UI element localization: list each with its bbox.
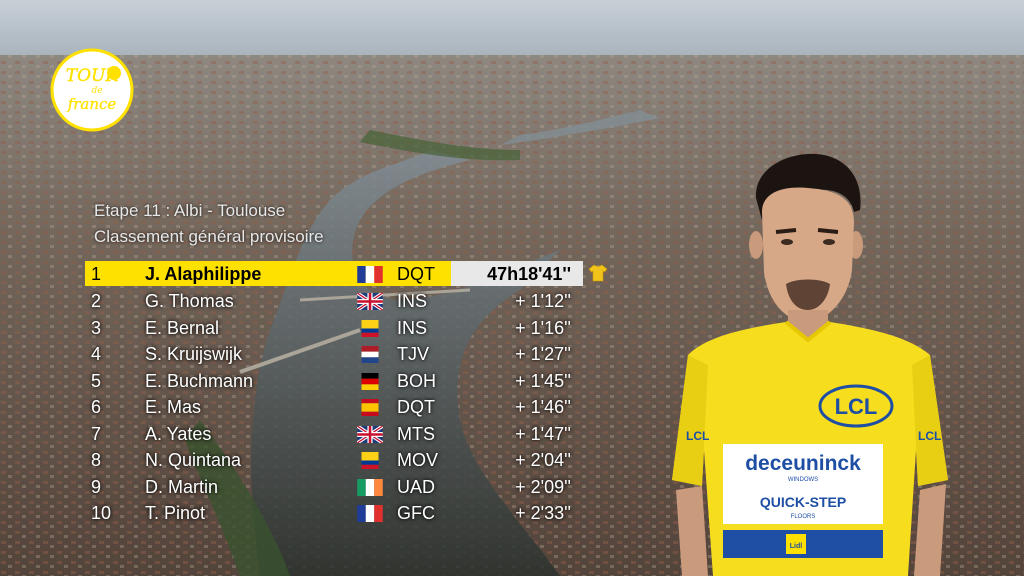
table-row: 9 D. Martin UAD + 2'09'' [85, 474, 583, 501]
table-row: 10 T. Pinot GFC + 2'33'' [85, 500, 583, 527]
team-code: DQT [397, 397, 435, 417]
rider-name: D. Martin [145, 476, 219, 497]
flag-france-icon [357, 266, 383, 283]
table-row: 6 E. Mas DQT + 1'46'' [85, 394, 583, 421]
rank: 4 [91, 344, 102, 364]
team-code: INS [397, 317, 428, 338]
table-row: 3 E. Bernal INS + 1'16'' [85, 315, 583, 342]
svg-text:LCL: LCL [835, 394, 878, 419]
svg-text:LCL: LCL [918, 429, 941, 443]
rank: 2 [91, 291, 102, 311]
svg-text:de: de [91, 86, 102, 96]
flag-netherlands-icon [361, 346, 379, 363]
gc-time: + 1'16'' [515, 317, 571, 338]
flag-ireland-icon [357, 478, 383, 496]
rider-name: N. Quintana [145, 450, 242, 470]
table-row: 2 G. Thomas INS + 1'12'' [85, 288, 583, 315]
svg-text:QUICK-STEP: QUICK-STEP [760, 494, 846, 510]
rank: 9 [91, 476, 102, 497]
rider-name: J. Alaphilippe [145, 264, 262, 284]
team-code: INS [397, 291, 428, 311]
gc-time: + 2'04'' [515, 450, 571, 470]
team-code: GFC [397, 503, 435, 523]
stage-title: Etape 11 : Albi - Toulouse [94, 201, 286, 220]
rider-yellow-jersey-portrait: LCL deceuninck WINDOWS QUICK-STEP FLOORS… [672, 153, 948, 576]
gc-time: + 1'45'' [515, 370, 571, 391]
rider-name: G. Thomas [145, 291, 234, 311]
rank: 10 [91, 503, 112, 523]
rank: 5 [91, 370, 102, 391]
rider-name: E. Buchmann [145, 370, 254, 391]
flag-uk-icon [357, 425, 383, 443]
team-code: BOH [397, 370, 437, 391]
general-classification-table: 1 J. Alaphilippe DQT 47h18'41'' 2 G. Tho… [85, 261, 608, 527]
gc-time: + 2'09'' [515, 476, 571, 497]
svg-text:deceuninck: deceuninck [745, 452, 861, 475]
team-code: DQT [397, 264, 435, 284]
rider-name: S. Kruijswijk [145, 344, 243, 364]
gc-time: 47h18'41'' [487, 264, 571, 284]
rider-name: E. Bernal [145, 317, 220, 338]
table-row: 5 E. Buchmann BOH + 1'45'' [85, 368, 583, 395]
svg-text:Lidl: Lidl [790, 543, 802, 550]
rank: 1 [91, 264, 102, 284]
rank: 8 [91, 450, 102, 470]
flag-colombia-icon [361, 319, 379, 337]
flag-france-icon [357, 505, 383, 522]
table-row: 1 J. Alaphilippe DQT 47h18'41'' [85, 261, 608, 286]
rider-name: E. Mas [145, 397, 202, 417]
gc-time: + 1'27'' [515, 344, 571, 364]
team-code: TJV [397, 344, 430, 364]
rider-name: A. Yates [145, 423, 212, 444]
rank: 6 [91, 397, 102, 417]
svg-text:WINDOWS: WINDOWS [788, 477, 818, 483]
flag-germany-icon [361, 372, 379, 390]
leader-time-box [451, 261, 583, 286]
flag-spain-icon [361, 399, 379, 416]
table-row: 8 N. Quintana MOV + 2'04'' [85, 447, 583, 474]
gc-time: + 1'47'' [515, 423, 571, 444]
tour-de-france-logo: TOUR de france [50, 48, 134, 132]
gc-time: + 2'33'' [515, 503, 571, 523]
rider-name: T. Pinot [145, 503, 206, 523]
svg-text:FLOORS: FLOORS [791, 514, 816, 520]
gc-time: + 1'46'' [515, 397, 571, 417]
svg-text:TOUR: TOUR [66, 66, 119, 86]
gc-time: + 1'12'' [515, 291, 571, 311]
rank: 7 [91, 423, 102, 444]
team-code: UAD [397, 476, 436, 497]
flag-uk-icon [357, 293, 383, 310]
yellow-jersey-icon [588, 264, 608, 282]
team-code: MOV [397, 450, 439, 470]
rank: 3 [91, 317, 102, 338]
team-code: MTS [397, 423, 435, 444]
svg-text:france: france [67, 95, 117, 113]
svg-text:LCL: LCL [686, 429, 709, 443]
standings-subtitle: Classement général provisoire [94, 227, 324, 246]
flag-colombia-icon [361, 452, 379, 469]
table-row: 7 A. Yates MTS + 1'47'' [85, 421, 583, 448]
table-row: 4 S. Kruijswijk TJV + 1'27'' [85, 341, 583, 368]
